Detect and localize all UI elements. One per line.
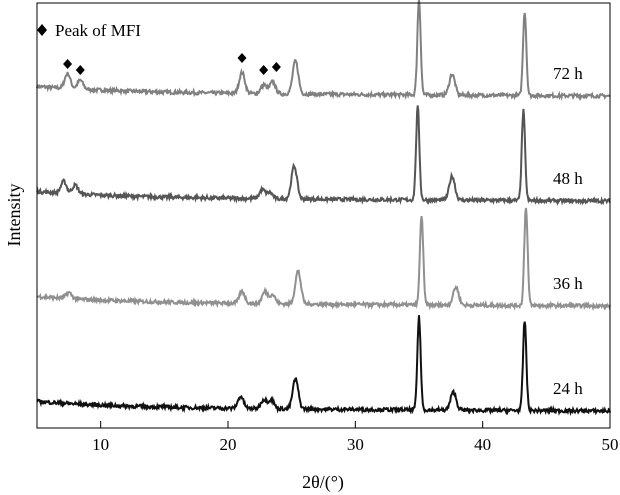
x-tick-label: 40 <box>474 435 491 454</box>
x-tick-label: 10 <box>92 435 109 454</box>
series-line <box>36 315 611 417</box>
series-label: 72 h <box>553 64 583 83</box>
x-axis-title: 2θ/(°) <box>302 472 344 493</box>
plot-frame <box>36 2 611 429</box>
series-line <box>36 0 611 101</box>
legend: Peak of MFI <box>37 21 141 40</box>
x-tick-label: 50 <box>602 435 619 454</box>
x-tick-label: 20 <box>220 435 237 454</box>
series-line <box>36 105 611 207</box>
mfi-peak-marker <box>75 65 85 75</box>
mfi-peak-marker <box>63 59 73 69</box>
mfi-peak-marker <box>259 65 269 75</box>
mfi-peak-marker <box>271 62 281 72</box>
legend-diamond-icon <box>37 24 47 36</box>
series-label: 48 h <box>553 169 583 188</box>
series-label: 36 h <box>553 274 583 293</box>
y-axis-title: Intensity <box>4 184 24 247</box>
mfi-peak-marker <box>237 53 247 63</box>
mfi-markers <box>63 53 281 75</box>
x-tick-label: 30 <box>347 435 364 454</box>
series-line <box>36 207 611 312</box>
x-ticks: 10 20 30 40 50 <box>92 421 619 454</box>
series-label: 24 h <box>553 379 583 398</box>
series-layer: 72 h 48 h 36 h 24 h <box>36 0 611 417</box>
legend-text: Peak of MFI <box>55 21 141 40</box>
